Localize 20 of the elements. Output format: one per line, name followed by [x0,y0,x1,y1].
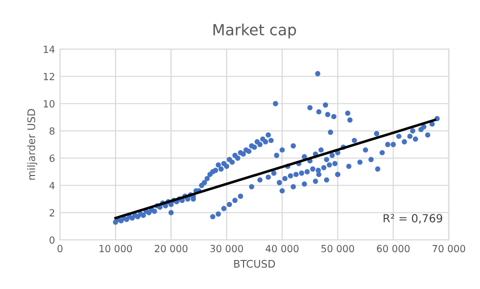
y-tick-label: 12 [44,72,54,80]
x-tick-label: 20 000 [154,244,188,252]
x-axis-title: BTCUSD [234,260,275,268]
y-tick-label: 4 [49,182,55,190]
x-tick-label: 40 000 [266,244,299,252]
y-tick-label: 2 [50,209,54,216]
x-tick-label: 50 000 [321,244,354,252]
x-tick-label: 10 000 [100,244,132,252]
chart-title: Market cap [213,24,296,38]
y-tick-label: 0 [50,236,54,244]
y-tick-label: 6 [50,154,55,162]
annotation: R² = 0,769 [384,214,442,224]
x-tick-label: 0 [58,244,62,252]
x-tick-label: 30 000 [210,244,243,252]
y-tick-label: 10 [44,100,54,108]
x-tick-label: 60 000 [376,244,410,252]
y-tick-label: 8 [50,127,54,135]
y-axis-title: miljarder USD [27,109,38,180]
x-tick-label: 70 000 [432,244,466,252]
y-tick-label: 14 [44,46,55,53]
